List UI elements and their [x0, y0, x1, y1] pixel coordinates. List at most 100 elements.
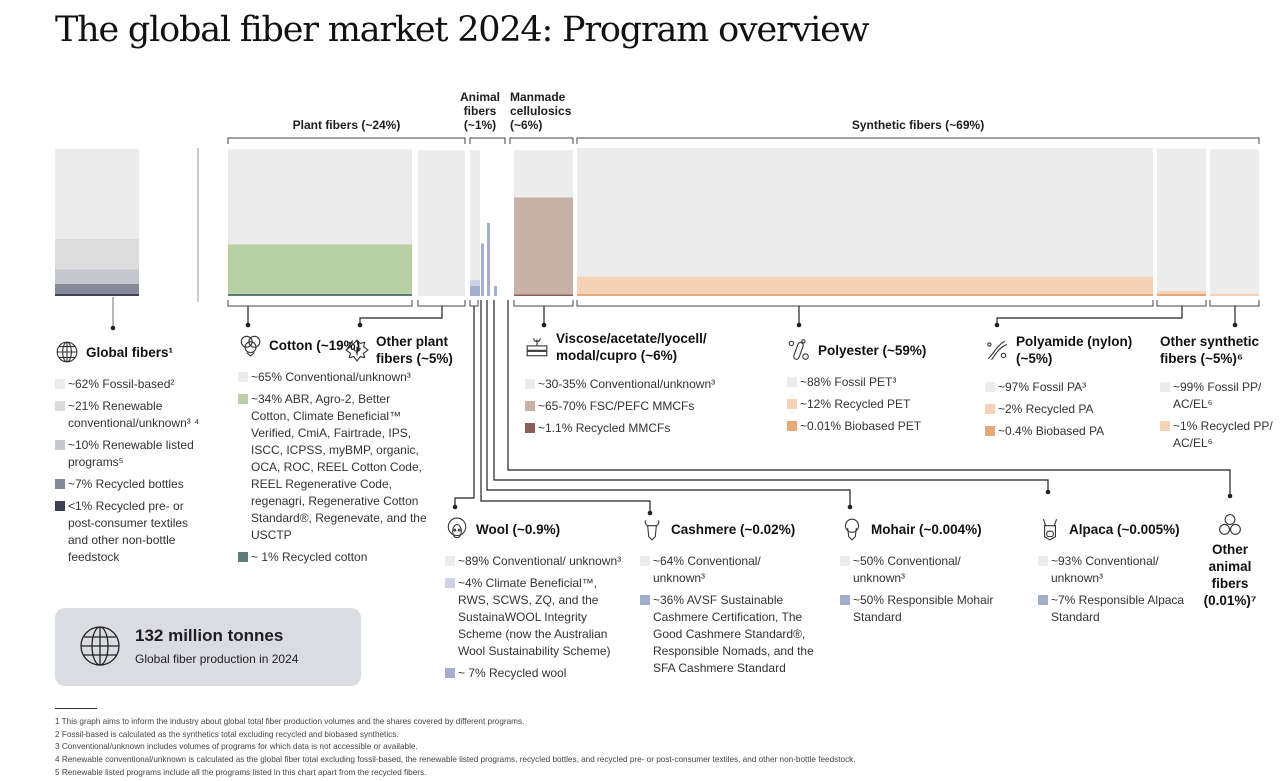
wood-icon — [526, 338, 548, 357]
legend-item: ~7% Recycled bottles — [55, 476, 200, 493]
legend-polyester: Polyester (~59%) ~88% Fossil PET³ ~12% Rec… — [787, 338, 947, 440]
legend-item-label: ~65-70% FSC/PEFC MMCFs — [538, 399, 695, 413]
legend-item: ~7% Responsible Alpaca Standard — [1038, 592, 1203, 626]
total-production-card: 132 million tonnes Global fiber producti… — [55, 608, 361, 686]
legend-item-label: ~0.01% Biobased PET — [800, 419, 922, 433]
legend-title: Viscose/acetate/lyocell/ modal/cupro (~6… — [556, 331, 707, 363]
group-label-synthetic: Synthetic fibers (~69%) — [851, 118, 985, 132]
legend-heading: Other animal fibers (0.01%)⁷ — [1200, 513, 1260, 609]
group-label-plant: Plant fibers (~24%) — [292, 118, 401, 132]
angora-goat-icon — [844, 518, 860, 541]
bar-segment — [228, 244, 412, 294]
legend-item: ~2% Recycled PA — [985, 401, 1145, 418]
bar-segment — [494, 150, 497, 286]
bar-segment — [514, 294, 573, 296]
legend-item-label: ~93% Conventional/ unknown³ — [1051, 554, 1159, 585]
legend-wool: Wool (~0.9%) ~89% Conventional/ unknown³ ~… — [445, 517, 625, 687]
legend-global: Global fibers¹ ~62% Fossil-based² ~21% Ren… — [55, 340, 200, 571]
legend-mohair: Mohair (~0.004%) ~50% Conventional/ unkno… — [840, 517, 1010, 631]
legend-swatch — [787, 377, 797, 387]
globe-icon — [56, 341, 78, 363]
group-label-line: Animal — [459, 90, 500, 104]
bar-segment — [55, 238, 139, 270]
legend-heading: Mohair (~0.004%) — [840, 517, 1010, 541]
legend-swatch — [238, 372, 248, 382]
legend-swatch — [640, 595, 650, 605]
legend-otheranimal: Other animal fibers (0.01%)⁷ — [1200, 513, 1260, 621]
legend-item: ~99% Fossil PP/ AC/EL⁶ — [1160, 379, 1280, 413]
legend-item: ~ 1% Recycled cotton — [238, 549, 428, 566]
legend-heading: Cotton (~19%) — [238, 333, 428, 357]
footnote-rule — [55, 708, 97, 709]
legend-swatch — [55, 501, 65, 511]
legend-item-label: ~ 1% Recycled cotton — [251, 550, 368, 564]
legend-swatch — [787, 399, 797, 409]
legend-heading: Global fibers¹ — [55, 340, 200, 364]
group-label-line: fibers — [463, 104, 497, 118]
connectors — [112, 297, 1236, 513]
legend-swatch — [1038, 595, 1048, 605]
yarn-balls-icon — [1219, 514, 1241, 535]
bar-segment — [55, 269, 139, 284]
bar-segment — [55, 294, 139, 296]
legend-item: ~88% Fossil PET³ — [787, 374, 947, 391]
bar-segment — [228, 294, 412, 296]
legend-item: ~4% Climate Beneficial™, RWS, SCWS, ZQ, … — [445, 575, 625, 660]
legend-item: ~97% Fossil PA³ — [985, 379, 1145, 396]
legend-item-label: ~97% Fossil PA³ — [998, 380, 1087, 394]
footnote: 3 Conventional/unknown includes volumes … — [55, 742, 418, 752]
legend-swatch — [1160, 421, 1170, 431]
globe-icon — [80, 626, 120, 666]
bar-segment — [1210, 294, 1259, 296]
legend-swatch — [1038, 556, 1048, 566]
bar-segment — [514, 197, 573, 295]
bars — [55, 148, 1259, 296]
legend-title: Other animal fibers (0.01%)⁷ — [1203, 542, 1257, 608]
footnote: 5 Renewable listed programs include all … — [55, 767, 427, 777]
legend-swatch — [1160, 382, 1170, 392]
legend-swatch — [238, 394, 248, 404]
legend-item-label: ~34% ABR, Agro-2, Better Cotton, Climate… — [251, 392, 427, 542]
legend-item: ~62% Fossil-based² — [55, 376, 200, 393]
page-title: The global fiber market 2024: Program ov… — [55, 10, 870, 50]
bar-segment — [1157, 148, 1206, 292]
legend-heading: Polyamide (nylon) (~5%) — [985, 333, 1145, 367]
bar-segment — [1157, 291, 1206, 294]
legend-swatch — [525, 423, 535, 433]
goat-icon — [644, 520, 660, 541]
group-label-line: cellulosics — [510, 104, 572, 118]
sheep-icon — [447, 517, 467, 539]
bar-segment — [577, 276, 1153, 294]
bar-segment — [228, 149, 412, 245]
legend-swatch — [238, 552, 248, 562]
bar-segment — [470, 150, 480, 280]
legend-item-label: ~10% Renewable listed programs⁵ — [68, 438, 194, 469]
alpaca-icon — [1042, 519, 1058, 541]
legend-title: Cotton (~19%) — [269, 337, 361, 353]
legend-othersyn: Other synthetic fibers (~5%)⁶ ~99% Fossil… — [1160, 333, 1280, 457]
legend-cotton: Cotton (~19%) ~65% Conventional/unknown³ ~… — [238, 333, 428, 571]
legend-item-label: ~62% Fossil-based² — [68, 377, 175, 391]
legend-item-label: ~65% Conventional/unknown³ — [251, 370, 411, 384]
legend-swatch — [445, 578, 455, 588]
legend-item-label: ~21% Renewable conventional/unknown³ ⁴ — [68, 399, 200, 430]
legend-item-label: ~36% AVSF Sustainable Cashmere Certifica… — [653, 593, 814, 675]
legend-item: ~50% Conventional/ unknown³ — [840, 553, 1010, 587]
legend-swatch — [55, 401, 65, 411]
legend-heading: Cashmere (~0.02%) — [640, 517, 815, 541]
legend-item-label: ~1% Recycled PP/ AC/EL⁶ — [1173, 419, 1273, 450]
legend-item-label: ~50% Conventional/ unknown³ — [853, 554, 961, 585]
legend-swatch — [55, 440, 65, 450]
test-tube-icon — [788, 339, 809, 360]
legend-title: Other synthetic fibers (~5%)⁶ — [1160, 334, 1260, 366]
bottom-brackets — [227, 300, 1260, 307]
legend-alpaca: Alpaca (~0.005%) ~93% Conventional/ unkno… — [1038, 517, 1203, 631]
bar-segment — [481, 150, 484, 244]
legend-item-label: <1% Recycled pre- or post-consumer texti… — [68, 499, 189, 564]
legend-item-label: ~99% Fossil PP/ AC/EL⁶ — [1173, 380, 1262, 411]
legend-cashmere: Cashmere (~0.02%) ~64% Conventional/ unkn… — [640, 517, 815, 682]
bar-segment — [514, 150, 573, 198]
bar-segment — [577, 148, 1153, 277]
